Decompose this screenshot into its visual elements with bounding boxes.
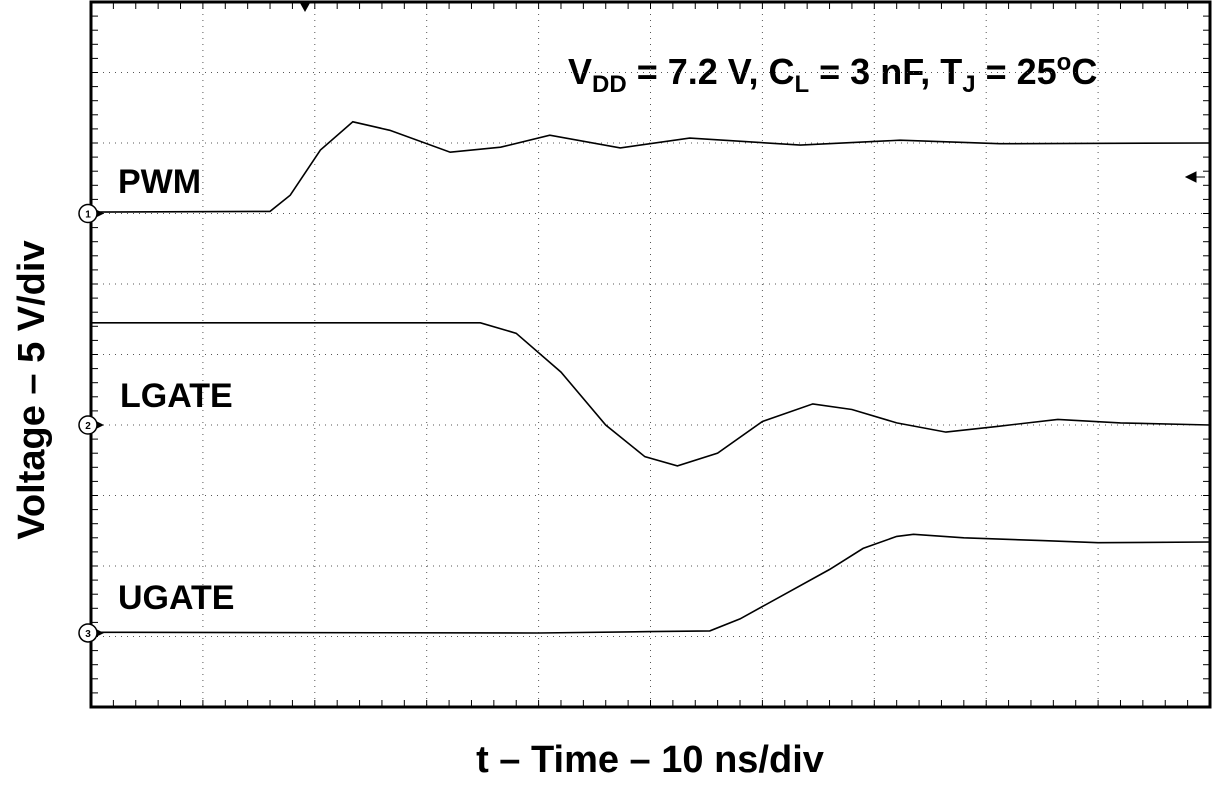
- x-axis-label: t – Time – 10 ns/div: [476, 739, 824, 781]
- annotation-part: = 25: [976, 51, 1057, 92]
- trace: [90, 120, 1211, 213]
- ref-arrow: [96, 628, 104, 637]
- trace-label: UGATE: [118, 579, 234, 617]
- ref-arrow: [96, 421, 104, 429]
- ref-marker: [78, 203, 98, 224]
- annotation-part: C: [1071, 51, 1097, 92]
- trigger-marker: [300, 3, 310, 12]
- trace-label: PWM: [118, 163, 201, 201]
- annotation-part: J: [962, 71, 975, 98]
- trace: [90, 533, 1211, 634]
- annotation-part: V: [568, 51, 592, 92]
- ref-marker: [78, 415, 98, 435]
- annotation-part: = 3 nF, T: [809, 51, 962, 92]
- ref-label: 1: [85, 210, 91, 221]
- trace: [91, 322, 1211, 467]
- plot-frame: [89, 0, 1212, 709]
- y-axis-label: Voltage – 5 V/div: [11, 240, 53, 539]
- annotation-part: DD: [592, 71, 627, 98]
- annotation-part: = 7.2 V, C: [627, 51, 795, 92]
- ref-label: 2: [85, 421, 91, 432]
- annotation-part: L: [794, 71, 809, 98]
- annotation: VDD = 7.2 V, CL = 3 nF, TJ = 25oC: [568, 49, 1097, 98]
- ref-label: 3: [85, 629, 91, 640]
- trigger-level-marker: [1184, 171, 1205, 183]
- ref-arrow: [96, 209, 104, 218]
- annotation-part: o: [1057, 49, 1072, 76]
- trace-label: LGATE: [120, 377, 233, 415]
- ref-marker: [78, 623, 98, 643]
